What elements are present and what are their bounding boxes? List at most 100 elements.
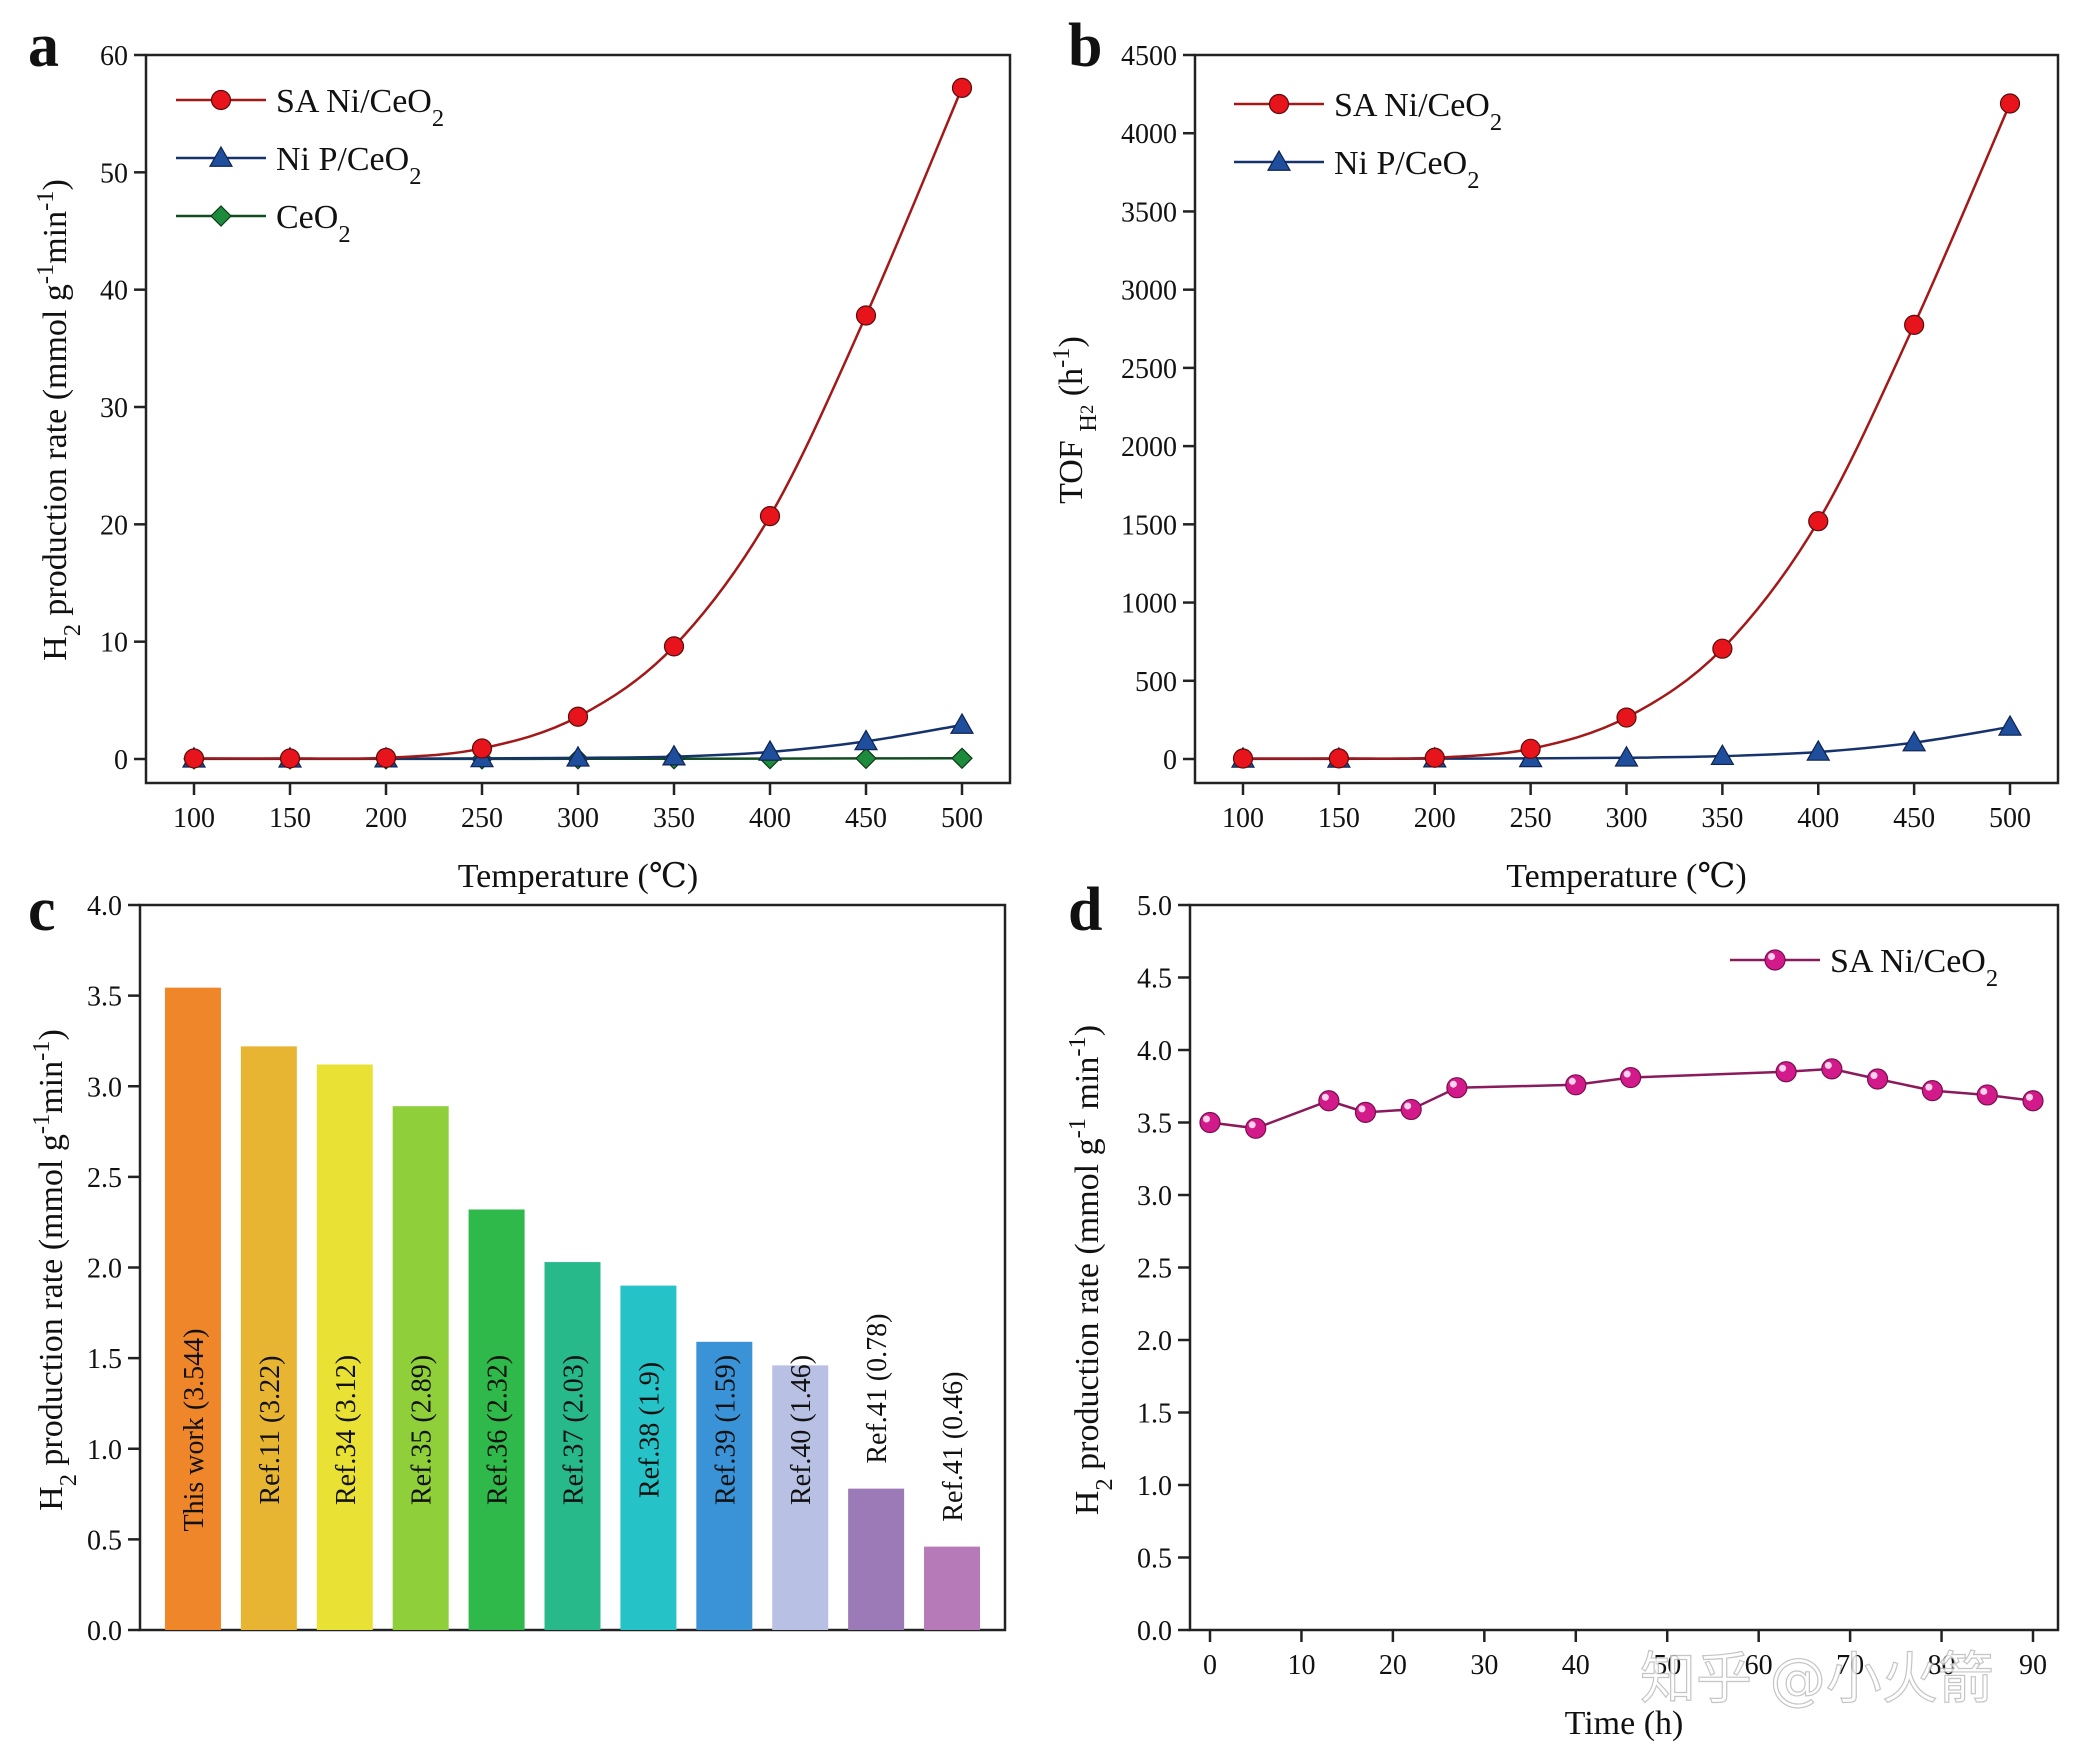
data-point [1424, 747, 1445, 768]
legend-label: SA Ni/CeO2 [276, 83, 444, 132]
y-tick-label: 1000 [1121, 589, 1177, 620]
y-tick-label: 3.5 [1137, 1109, 1172, 1140]
y-axis-label: H2 production rate (mmol g-1min-1) [32, 179, 86, 661]
data-point [1904, 314, 1925, 335]
y-tick-label: 1.0 [1137, 1471, 1172, 1502]
marker-highlight [1925, 1083, 1933, 1091]
y-tick-label: 4.5 [1137, 964, 1172, 995]
data-point [1976, 1084, 1998, 1106]
data-point [375, 747, 397, 768]
data-point [1328, 748, 1349, 769]
x-tick-label: 0 [1203, 1650, 1217, 1681]
bar-label: Ref.37 (2.03) [559, 1355, 590, 1505]
x-tick-label: 90 [2019, 1650, 2047, 1681]
data-point [1921, 1079, 1944, 1102]
bar [772, 1365, 829, 1630]
x-axis-label: Temperature (℃) [1506, 858, 1746, 895]
x-tick-label: 80 [1928, 1650, 1956, 1681]
y-tick-label: 0.0 [87, 1616, 122, 1647]
marker-highlight [1623, 1070, 1631, 1078]
x-tick-label: 250 [461, 803, 503, 834]
x-tick-label: 50 [1653, 1650, 1681, 1681]
data-point [1902, 730, 1927, 752]
legend-marker [210, 89, 232, 111]
y-tick-label: 4000 [1121, 119, 1177, 150]
bar [696, 1341, 753, 1630]
x-tick-label: 500 [941, 803, 983, 834]
x-axis-label: Temperature (℃) [458, 858, 698, 895]
bar-label: Ref.41 (0.46) [938, 1372, 969, 1522]
x-tick-label: 500 [1989, 803, 2031, 834]
y-tick-label: 0 [114, 745, 128, 776]
data-point [471, 738, 493, 759]
marker-highlight [1568, 1077, 1576, 1085]
bar-label: This work (3.544) [179, 1329, 210, 1532]
data-point [1999, 93, 2021, 114]
y-tick-label: 5.0 [1137, 891, 1172, 922]
bar [544, 1262, 601, 1630]
x-tick-label: 350 [653, 803, 695, 834]
y-tick-label: 60 [100, 41, 128, 72]
legend-label: SA Ni/CeO2 [1334, 87, 1502, 136]
y-tick-label: 1500 [1121, 510, 1177, 541]
data-point [663, 636, 685, 657]
legend-marker [210, 205, 232, 227]
x-tick-label: 350 [1701, 803, 1743, 834]
data-point [565, 745, 591, 767]
marker-highlight [1358, 1105, 1366, 1113]
panel-a: 0 10 20 30 40 50 60 100 150 200 250 300 350 400 450 500… [28, 12, 1012, 895]
y-tick-label: 2.0 [87, 1254, 122, 1285]
plot-frame [1193, 53, 2060, 785]
bar-label: Ref.35 (2.89) [407, 1355, 438, 1505]
data-point [183, 748, 205, 769]
y-tick-label: 20 [100, 510, 128, 541]
bar [924, 1546, 981, 1630]
legend-label: CeO2 [276, 199, 351, 248]
panel-letter: d [1068, 876, 1102, 944]
bar [468, 1209, 525, 1630]
bar [240, 1046, 297, 1630]
x-tick-label: 30 [1470, 1650, 1498, 1681]
y-tick-label: 2.0 [1137, 1326, 1172, 1357]
x-tick-label: 250 [1510, 803, 1552, 834]
data-point [1710, 743, 1735, 766]
data-point [1614, 745, 1639, 767]
marker-highlight [1449, 1080, 1457, 1088]
legend-marker [1764, 949, 1786, 971]
marker-highlight [1779, 1064, 1787, 1072]
y-tick-label: 1.5 [1137, 1399, 1172, 1430]
marker-highlight [1870, 1072, 1878, 1079]
y-tick-label: 2.5 [1137, 1254, 1172, 1285]
bar [848, 1488, 905, 1630]
y-tick-label: 40 [100, 276, 128, 307]
data-point [1821, 1058, 1843, 1080]
y-tick-label: 3.0 [87, 1072, 122, 1103]
data-point [855, 305, 877, 326]
bar-label: Ref.11 (3.22) [255, 1355, 286, 1504]
data-point [1354, 1101, 1377, 1123]
x-axis-label: Time (h) [1565, 1705, 1684, 1742]
panel-d: 0.0 0.5 1.0 1.5 2.0 2.5 3.0 3.5 4.0 4.5 5.0 0 10 20 30… [1064, 876, 2060, 1742]
data-point [855, 747, 877, 770]
x-tick-label: 10 [1287, 1650, 1315, 1681]
data-point [567, 706, 589, 727]
bar-label: Ref.34 (3.12) [331, 1355, 362, 1505]
y-tick-label: 2000 [1121, 432, 1177, 463]
y-tick-label: 2500 [1121, 354, 1177, 385]
data-point [1565, 1074, 1587, 1096]
x-tick-label: 60 [1745, 1650, 1773, 1681]
data-point [853, 729, 879, 751]
legend-marker [1266, 149, 1292, 171]
data-point [661, 744, 687, 766]
y-tick-label: 10 [100, 628, 128, 659]
y-tick-label: 0.5 [87, 1525, 122, 1556]
x-tick-label: 40 [1562, 1650, 1590, 1681]
data-point [951, 747, 973, 770]
panel-letter: b [1068, 12, 1102, 80]
bar [164, 987, 221, 1630]
x-tick-label: 450 [1893, 803, 1935, 834]
bar-label: Ref.39 (1.59) [710, 1355, 741, 1505]
y-tick-label: 4500 [1121, 41, 1177, 72]
panel-letter: a [28, 12, 59, 80]
